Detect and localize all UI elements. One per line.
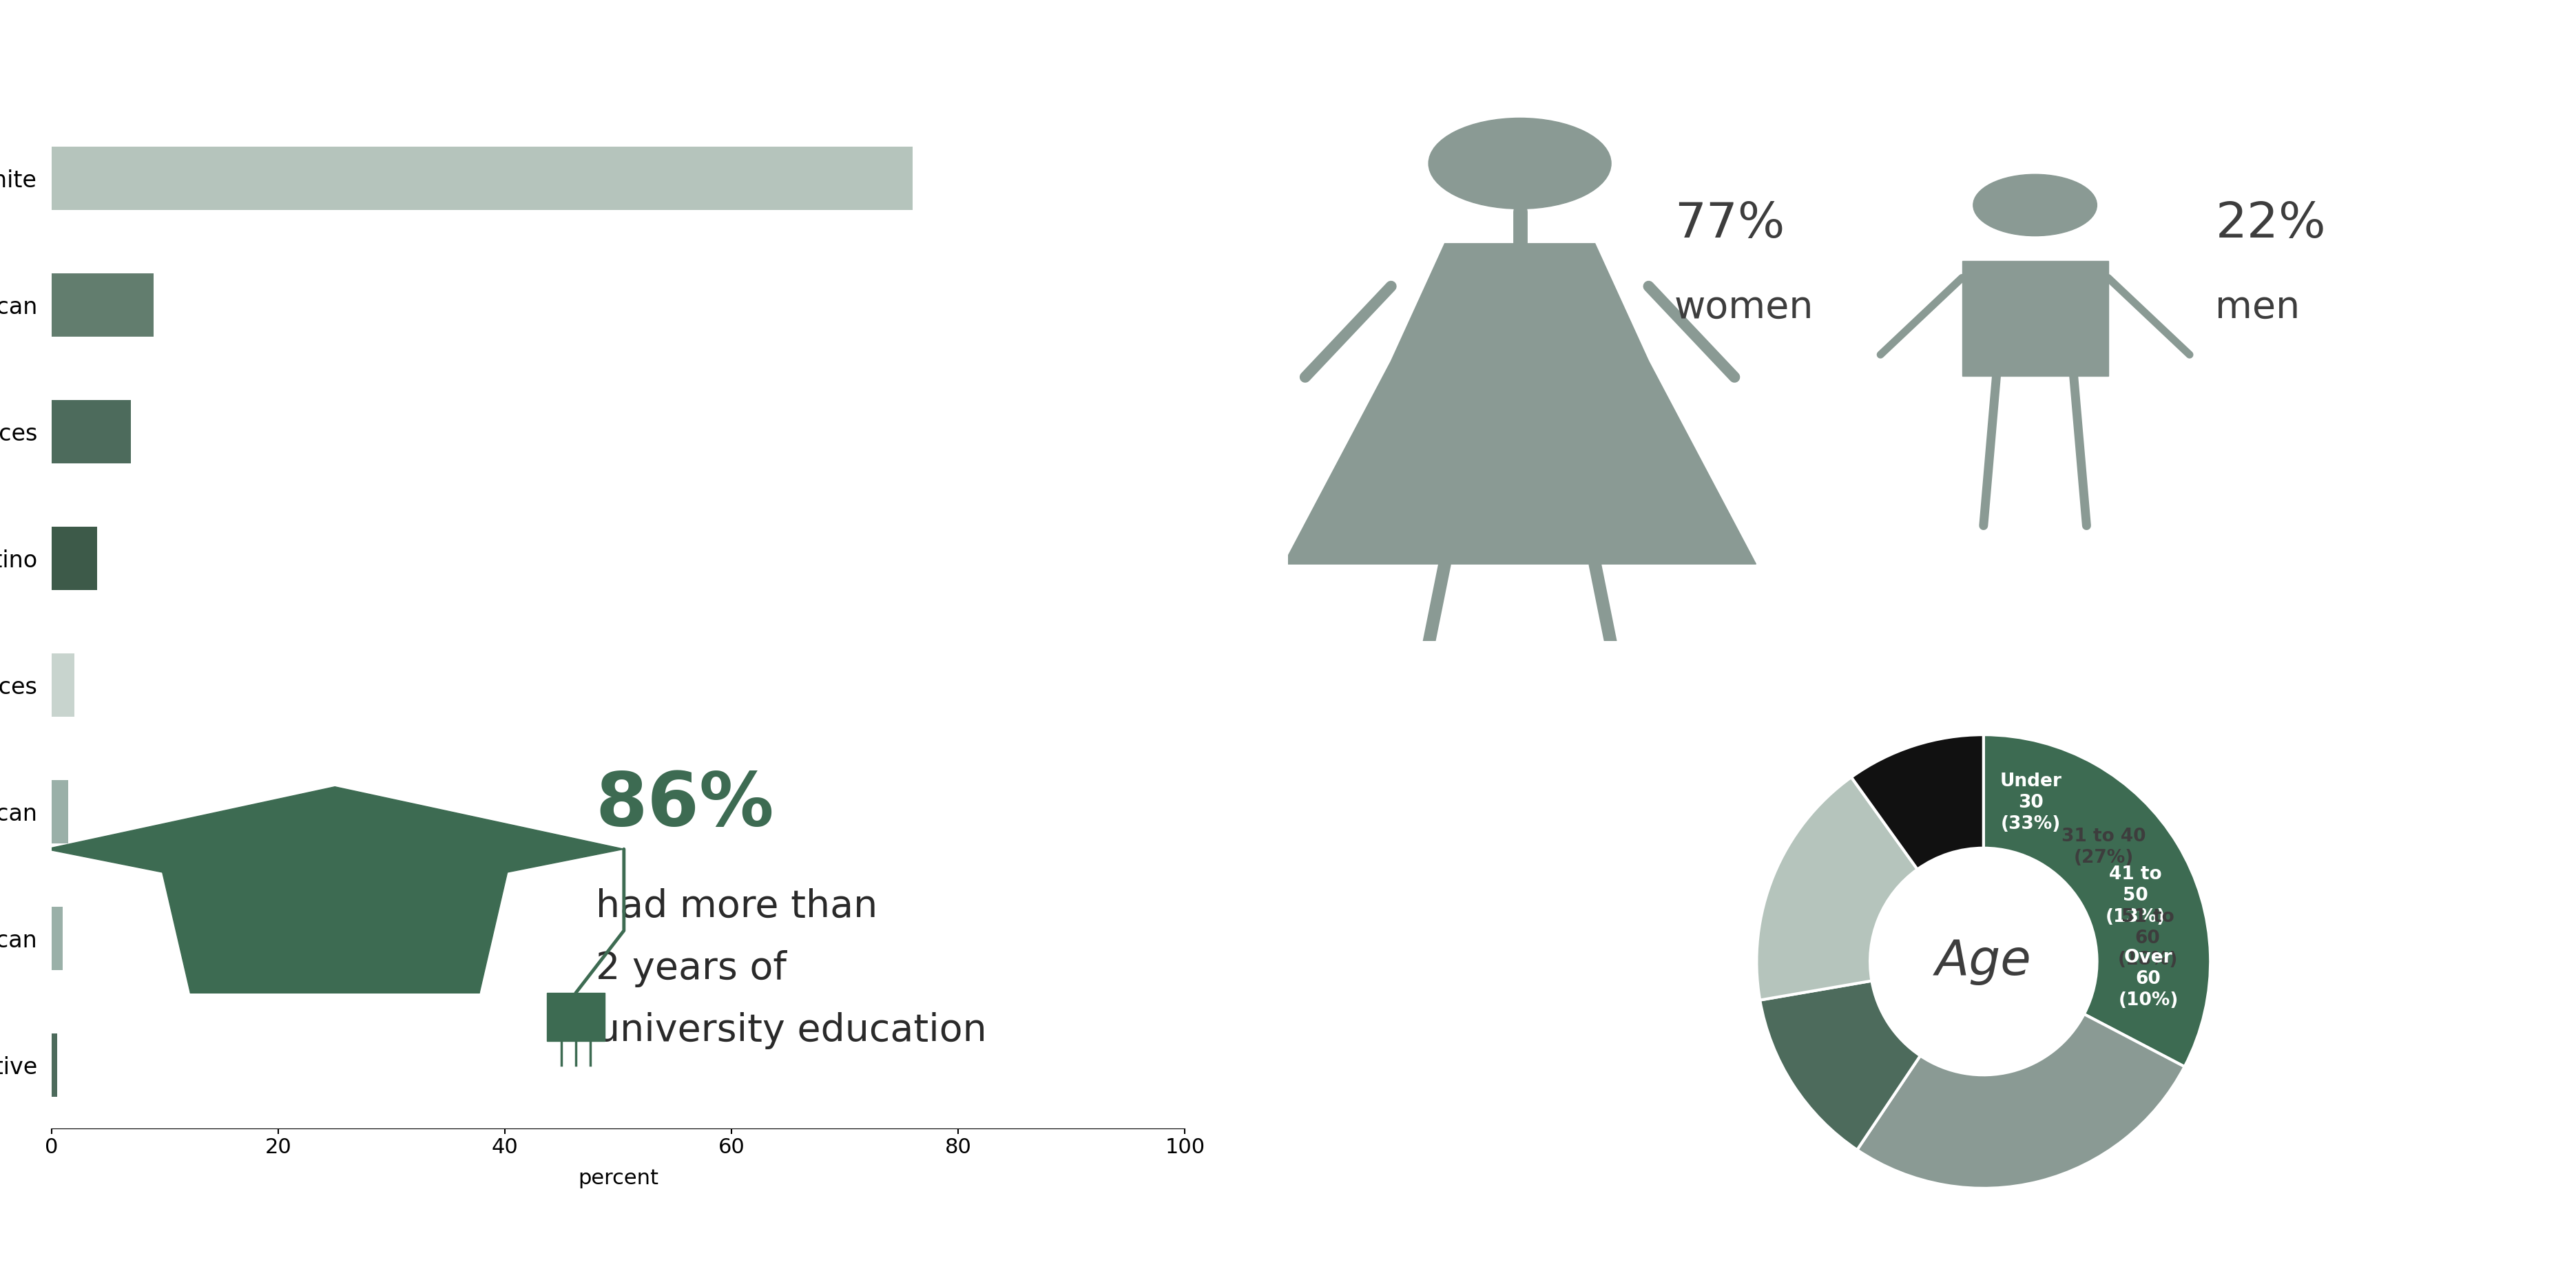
Polygon shape <box>1391 244 1649 362</box>
Text: 77%: 77% <box>1674 200 1785 249</box>
Text: 41 to
50
(13%): 41 to 50 (13%) <box>2105 865 2166 926</box>
Wedge shape <box>1759 981 1919 1150</box>
Text: had more than: had more than <box>595 888 878 926</box>
Text: Over
60
(10%): Over 60 (10%) <box>2117 949 2179 1009</box>
Polygon shape <box>162 868 507 994</box>
Circle shape <box>1973 174 2097 236</box>
Polygon shape <box>1963 260 2107 376</box>
Polygon shape <box>546 994 605 1041</box>
Polygon shape <box>1283 362 1757 564</box>
Text: women: women <box>1674 288 1814 327</box>
Bar <box>52 527 98 590</box>
Text: 22%: 22% <box>2215 200 2326 249</box>
Text: 86%: 86% <box>595 769 775 841</box>
Wedge shape <box>1857 1014 2184 1188</box>
Bar <box>52 146 912 210</box>
Text: university education: university education <box>595 1011 987 1050</box>
Bar <box>52 1033 57 1096</box>
Text: 31 to 40
(27%): 31 to 40 (27%) <box>2061 828 2146 867</box>
Bar <box>52 273 155 337</box>
Text: 51 to
60
(18%): 51 to 60 (18%) <box>2117 908 2177 969</box>
Text: 2 years of: 2 years of <box>595 950 786 987</box>
Text: Age: Age <box>1935 937 2032 986</box>
Bar <box>52 400 131 463</box>
Wedge shape <box>1984 735 2210 1067</box>
Bar <box>52 654 75 717</box>
X-axis label: percent: percent <box>577 1169 659 1188</box>
Wedge shape <box>1757 777 1917 1000</box>
Text: Under
30
(33%): Under 30 (33%) <box>1999 773 2061 833</box>
Text: men: men <box>2215 288 2300 327</box>
Circle shape <box>1430 118 1610 209</box>
Polygon shape <box>191 964 479 994</box>
Wedge shape <box>1852 735 1984 869</box>
Bar <box>52 906 62 970</box>
Bar <box>52 779 70 844</box>
Polygon shape <box>46 787 623 906</box>
